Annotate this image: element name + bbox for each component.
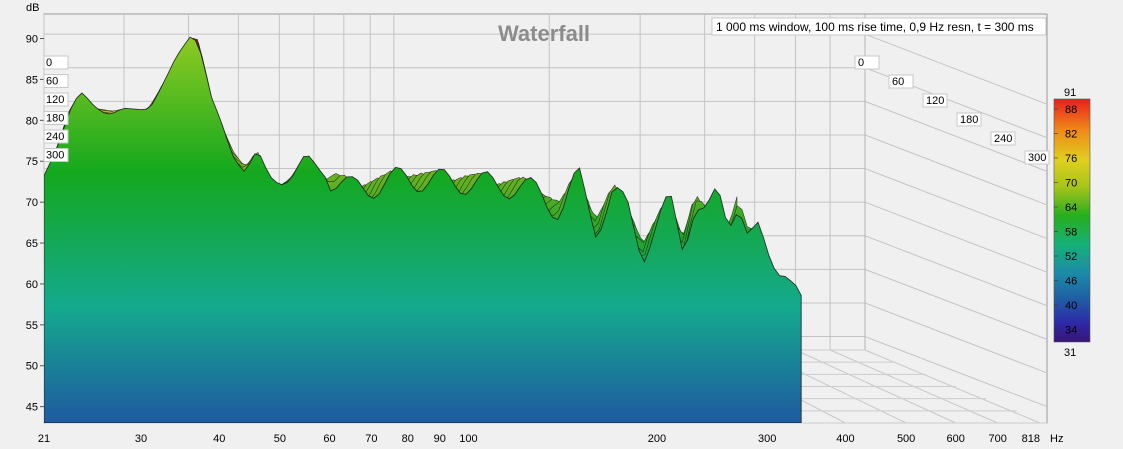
colorbar-tick-label: 52 [1065, 251, 1077, 263]
time-label-right: 240 [994, 133, 1012, 145]
y-tick-label: 50 [26, 361, 38, 373]
x-tick-label: 70 [365, 433, 377, 445]
y-tick-label: 45 [26, 402, 38, 414]
x-tick-label: 40 [213, 433, 225, 445]
side-hline [864, 336, 1048, 408]
colorbar-min-label: 31 [1064, 347, 1076, 359]
time-label-box [43, 148, 69, 162]
waterfall-surface [44, 36, 802, 423]
time-label-left: 240 [46, 131, 64, 143]
time-label-box [922, 93, 948, 108]
time-label-left: 60 [46, 76, 58, 88]
side-hline [864, 235, 1048, 307]
x-tick-label: 21 [38, 433, 50, 445]
time-label-box [1024, 150, 1050, 165]
x-axis-unit: Hz [1050, 433, 1063, 445]
x-tick-label: 30 [135, 433, 147, 445]
colorbar-tick-label: 76 [1065, 153, 1077, 165]
time-label-right: 60 [892, 76, 904, 88]
colorbar-tick-label: 64 [1065, 202, 1077, 214]
y-tick-label: 60 [26, 279, 38, 291]
x-tick-label: 818 [1022, 433, 1040, 445]
side-hline [864, 100, 1048, 172]
time-label-right: 120 [926, 95, 944, 107]
side-hline [864, 302, 1048, 374]
time-label-right: 300 [1028, 152, 1046, 164]
time-label-right: 0 [858, 57, 864, 69]
x-tick-label: 100 [459, 433, 477, 445]
time-axis-labels-right: 0 60 120 180 240 300 [854, 55, 1050, 165]
time-label-box [990, 131, 1016, 146]
time-label-box [43, 111, 69, 125]
y-tick-label: 85 [26, 74, 38, 86]
y-tick-label: 75 [26, 156, 38, 168]
waterfall-slice [44, 36, 802, 423]
y-axis-label: dB [26, 2, 39, 14]
time-label-left: 0 [46, 57, 52, 69]
colorbar-tick-label: 70 [1065, 178, 1077, 190]
y-tick-label: 65 [26, 238, 38, 250]
info-box [711, 17, 1047, 36]
time-label-right: 180 [960, 114, 978, 126]
time-label-box [43, 74, 69, 88]
time-label-box [43, 55, 69, 70]
x-tick-label: 600 [947, 433, 965, 445]
time-label-box [956, 112, 982, 127]
x-tick-label: 700 [988, 433, 1006, 445]
time-label-left: 120 [46, 94, 64, 106]
y-axis-ticks: 45 50 55 60 65 70 75 80 85 90 [26, 34, 44, 414]
colorbar-tick-label: 58 [1065, 227, 1077, 239]
x-tick-label: 200 [648, 433, 666, 445]
colorbar-tick-label: 40 [1065, 300, 1077, 312]
time-label-left: 300 [46, 150, 64, 162]
chart-subtitle: 1 000 ms window, 100 ms rise time, 0,9 H… [716, 20, 1034, 34]
y-tick-label: 90 [26, 34, 38, 46]
x-axis-ticks: 21 30 40 50 60 70 80 90 100 200 300 400 500 600 700 818 [38, 433, 1040, 445]
colorbar-scale [1053, 98, 1091, 343]
y-tick-label: 55 [26, 320, 38, 332]
colorbar-tick-label: 82 [1065, 129, 1077, 141]
time-label-box [854, 55, 880, 70]
time-axis-labels-left: 0 60 120 180 240 300 [43, 55, 69, 162]
side-hline [864, 168, 1048, 240]
colorbar-tick-label: 34 [1065, 325, 1077, 337]
colorbar-max-label: 91 [1064, 87, 1076, 99]
x-tick-label: 80 [402, 433, 414, 445]
x-tick-label: 50 [274, 433, 286, 445]
y-tick-label: 80 [26, 115, 38, 127]
x-tick-label: 90 [434, 433, 446, 445]
x-tick-label: 400 [836, 433, 854, 445]
colorbar-tick-label: 46 [1065, 276, 1077, 288]
x-tick-label: 300 [758, 433, 776, 445]
x-tick-label: 60 [323, 433, 335, 445]
time-label-left: 180 [46, 113, 64, 125]
x-tick-label: 500 [897, 433, 915, 445]
time-label-box [43, 129, 69, 144]
colorbar: 91 31 88 82 76 70 64 58 52 46 40 34 [1053, 87, 1091, 359]
side-hline [864, 33, 1048, 105]
colorbar-ticks: 88 82 76 70 64 58 52 46 40 34 [1054, 104, 1077, 337]
colorbar-tick-label: 88 [1065, 104, 1077, 116]
side-hline [864, 201, 1048, 273]
time-label-box [888, 74, 914, 89]
side-hline [864, 134, 1048, 206]
side-hline [864, 268, 1048, 340]
chart-title: Waterfall [498, 21, 590, 46]
time-label-box [43, 92, 69, 107]
y-tick-label: 70 [26, 197, 38, 209]
